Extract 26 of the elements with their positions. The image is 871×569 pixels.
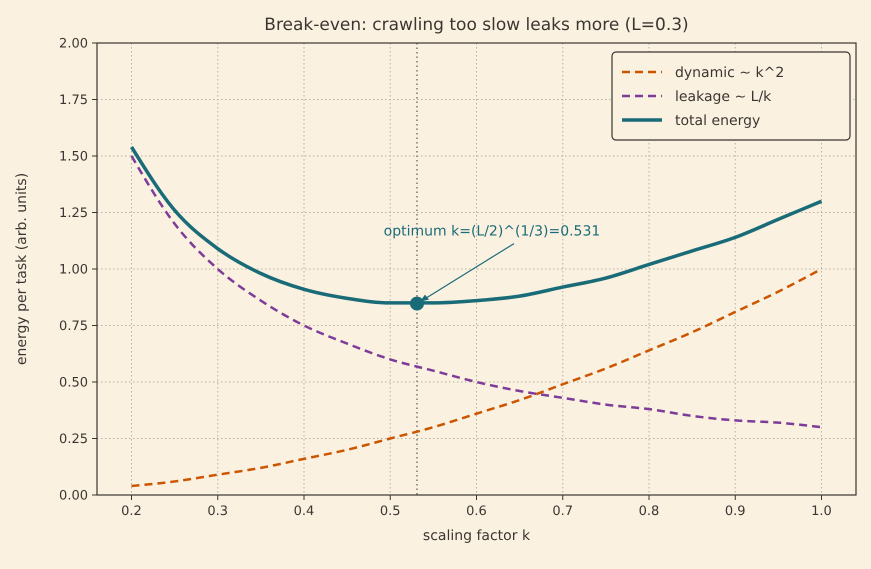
y-tick-label: 0.00 [59,488,88,504]
x-tick-label: 0.9 [724,504,746,519]
legend-label: total energy [675,113,760,129]
y-tick-label: 1.75 [59,93,88,108]
y-tick-label: 2.00 [59,36,88,52]
y-tick-label: 0.25 [59,432,88,447]
y-axis-title: energy per task (arb. units) [14,172,30,366]
x-axis-title: scaling factor k [422,528,531,544]
x-tick-label: 0.3 [207,504,228,519]
x-tick-label: 0.4 [294,504,314,519]
y-tick-label: 1.50 [59,150,88,164]
y-tick-label: 0.75 [59,319,88,334]
x-tick-label: 0.5 [380,504,401,519]
annotation: optimum k=(L/2)^(1/3)=0.531 [384,224,600,240]
y-tick-label: 1.00 [59,262,88,278]
x-tick-label: 0.8 [638,504,660,519]
legend-label: dynamic ~ k^2 [675,65,784,81]
y-tick-label: 0.50 [59,376,88,390]
line-series [130,154,823,428]
chart-title: Break-even: crawling too slow leaks more (L=0.3) [264,15,689,35]
x-tick-label: 0.2 [121,504,142,519]
x-tick-label: 1.0 [811,504,832,519]
legend-label: leakage ~ L/k [675,89,772,105]
x-tick-label: 0.7 [552,504,574,519]
x-tick-label: 0.6 [466,504,487,519]
y-tick-label: 1.25 [59,206,88,221]
